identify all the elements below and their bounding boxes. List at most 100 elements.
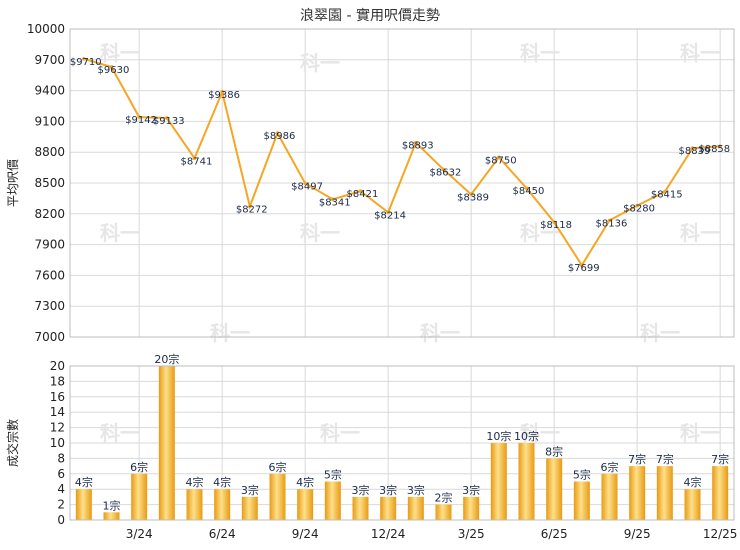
line-y-tick-label: 9700 xyxy=(34,53,65,67)
line-point xyxy=(165,116,169,120)
bar-data-label: 10宗 xyxy=(486,429,511,443)
bar-y-axis-label: 成交宗數 xyxy=(5,419,20,467)
line-data-label: $8421 xyxy=(347,189,379,200)
line-y-tick-label: 9400 xyxy=(34,84,65,98)
line-y-tick-label: 9100 xyxy=(34,114,65,128)
line-y-tick-label: 7900 xyxy=(34,238,65,252)
bar xyxy=(324,481,341,520)
bar xyxy=(241,496,258,520)
bar-data-label: 4宗 xyxy=(186,475,204,489)
bar xyxy=(546,458,563,520)
bar-data-label: 4宗 xyxy=(296,475,314,489)
bar-data-label: 7宗 xyxy=(656,452,674,466)
watermark: 科一 xyxy=(300,51,340,75)
line-point xyxy=(220,90,224,94)
bar-data-label: 5宗 xyxy=(324,468,342,482)
line-point xyxy=(607,218,612,223)
line-data-label: $8272 xyxy=(236,204,268,215)
bar xyxy=(407,496,424,520)
line-point xyxy=(469,192,473,197)
line-point xyxy=(303,181,307,186)
bar-data-label: 3宗 xyxy=(379,483,397,497)
bar-data-label: 7宗 xyxy=(628,452,646,466)
bar-y-tick-label: 16 xyxy=(50,390,65,404)
line-y-tick-label: 8500 xyxy=(34,176,65,190)
chart-title: 浪翠園 - 實用呎價走勢 xyxy=(300,7,440,24)
bar-data-label: 2宗 xyxy=(435,491,453,505)
line-point xyxy=(192,156,197,161)
watermark: 科一 xyxy=(300,221,340,245)
bar xyxy=(103,512,120,520)
bar-y-tick-label: 12 xyxy=(50,421,65,435)
bar xyxy=(463,496,480,520)
bar xyxy=(131,473,148,520)
bar xyxy=(656,466,673,520)
line-point xyxy=(275,131,280,135)
line-point xyxy=(248,204,252,209)
line-data-label: $9142 xyxy=(125,115,157,126)
line-data-label: $7699 xyxy=(568,263,600,274)
line-data-label: $8415 xyxy=(651,190,683,201)
watermark: 科一 xyxy=(680,421,720,445)
line-y-tick-label: 7300 xyxy=(34,299,65,313)
line-point xyxy=(690,146,695,150)
bar-data-label: 3宗 xyxy=(462,483,480,497)
bar-y-tick-label: 4 xyxy=(57,482,65,496)
line-data-label: $9710 xyxy=(70,57,102,68)
bar-data-label: 10宗 xyxy=(514,429,539,443)
line-data-label: $8389 xyxy=(457,192,489,203)
bar xyxy=(352,496,369,520)
line-y-tick-label: 8800 xyxy=(34,145,65,159)
bar-data-label: 4宗 xyxy=(213,475,231,489)
watermark: 科一 xyxy=(520,41,560,65)
bar-y-tick-label: 14 xyxy=(50,405,65,419)
line-data-label: $9133 xyxy=(153,116,185,127)
line-y-tick-label: 8200 xyxy=(34,207,65,221)
bar-data-label: 7宗 xyxy=(711,452,729,466)
line-data-label: $8136 xyxy=(596,218,628,229)
line-point xyxy=(82,56,86,61)
line-y-tick-label: 7000 xyxy=(34,330,65,344)
price-line xyxy=(83,57,721,268)
bar-y-tick-label: 10 xyxy=(50,436,65,450)
line-data-label: $8750 xyxy=(485,155,517,166)
bar-data-label: 6宗 xyxy=(130,460,148,474)
line-data-label: $8118 xyxy=(540,220,572,231)
bar-data-label: 8宗 xyxy=(545,444,563,458)
line-point xyxy=(663,189,667,194)
line-data-label: $8280 xyxy=(623,204,655,215)
bar-y-tick-label: 6 xyxy=(57,467,65,481)
bar xyxy=(214,489,231,520)
bar-y-tick-label: 20 xyxy=(50,359,65,373)
line-data-label: $8741 xyxy=(181,156,213,167)
line-point xyxy=(580,263,584,268)
watermark: 科一 xyxy=(520,421,560,445)
bar xyxy=(601,473,618,520)
watermark: 科一 xyxy=(680,221,720,245)
line-data-label: $8497 xyxy=(291,181,323,192)
bar xyxy=(297,489,314,520)
bar-data-label: 4宗 xyxy=(684,475,702,489)
line-point xyxy=(552,220,556,225)
line-data-label: $8986 xyxy=(264,131,296,142)
x-tick-label: 9/25 xyxy=(624,527,651,541)
x-tick-label: 6/24 xyxy=(209,527,236,541)
bar-y-tick-label: 8 xyxy=(57,451,65,465)
line-point xyxy=(109,65,114,69)
watermark: 科一 xyxy=(420,321,460,345)
line-y-tick-label: 10000 xyxy=(27,22,65,36)
line-plot-frame xyxy=(69,28,735,338)
bar-data-label: 5宗 xyxy=(573,468,591,482)
bar xyxy=(573,481,590,520)
line-point xyxy=(414,140,418,145)
bar-y-tick-label: 18 xyxy=(50,374,65,388)
line-point xyxy=(331,197,335,202)
watermark: 科一 xyxy=(100,221,140,245)
watermark: 科一 xyxy=(210,321,250,345)
bar xyxy=(490,443,507,520)
watermark: 科一 xyxy=(680,41,720,65)
bar xyxy=(435,504,452,520)
x-tick-label: 12/24 xyxy=(371,527,406,541)
bar xyxy=(75,489,92,520)
x-tick-label: 3/25 xyxy=(458,527,485,541)
